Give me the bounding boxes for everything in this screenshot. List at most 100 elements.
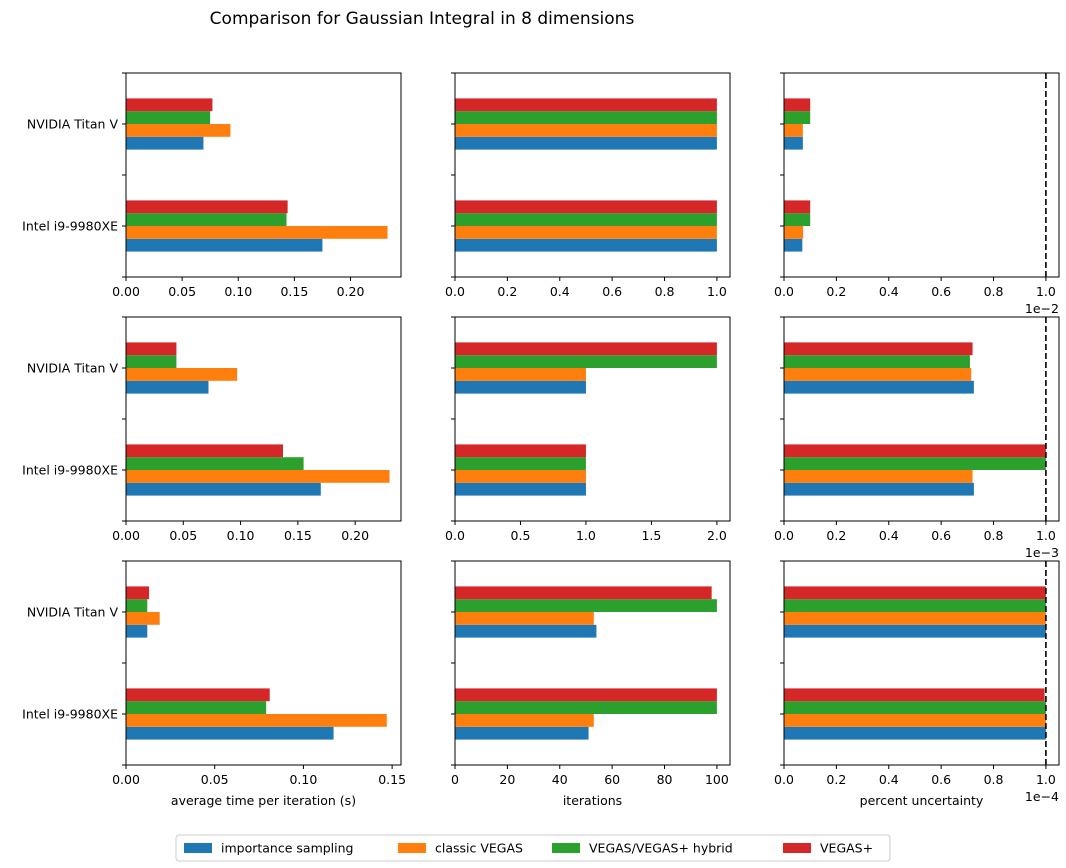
bar-importance-sampling-nvidia [126, 136, 204, 150]
bar-vegas--nvidia [784, 98, 811, 112]
x-tick-label: 100 [705, 772, 729, 787]
legend-swatch [552, 843, 580, 853]
bar-classic-vegas-nvidia [126, 124, 231, 137]
bar-vegas--nvidia [455, 98, 717, 112]
x-tick-label: 0.00 [112, 528, 140, 543]
bar-vegas-vegas-hybrid-intel [455, 701, 717, 714]
bar-vegas-vegas-hybrid-nvidia [455, 599, 717, 612]
bar-classic-vegas-intel [784, 226, 804, 239]
bar-vegas--intel [784, 688, 1045, 702]
bar-classic-vegas-intel [784, 470, 973, 483]
panel-1-1: Intel i9-9980XE NVIDIA Titan V 0.00 0.05 0.1… [22, 72, 402, 299]
x-tick-label: 1.0 [576, 528, 596, 543]
bar-vegas-vegas-hybrid-intel [784, 701, 1046, 714]
x-tick-label: 1.0 [1036, 772, 1056, 787]
bar-vegas-vegas-hybrid-intel [784, 213, 811, 226]
bar-vegas--nvidia [455, 586, 712, 600]
bar-classic-vegas-intel [784, 714, 1046, 727]
bar-importance-sampling-nvidia [455, 380, 586, 394]
x-tick-label: 1.0 [1036, 284, 1056, 299]
bar-importance-sampling-intel [784, 726, 1046, 740]
bar-vegas--nvidia [126, 342, 177, 356]
x-tick-label: 0.00 [112, 284, 140, 299]
bar-vegas-vegas-hybrid-intel [784, 457, 1046, 470]
x-tick-label: 0.05 [168, 284, 196, 299]
x-tick-label: 60 [604, 772, 620, 787]
legend-swatch [184, 843, 212, 853]
bar-classic-vegas-nvidia [126, 612, 160, 625]
bar-importance-sampling-nvidia [784, 624, 1046, 638]
x-tick-label: 0.20 [337, 284, 365, 299]
x-tick-label: 1.5 [641, 528, 661, 543]
x-tick-label: 0.8 [984, 528, 1004, 543]
panel-1-3: 0.0 0.2 0.4 0.6 0.8 1.0 1e−2 [774, 72, 1060, 316]
bar-vegas-vegas-hybrid-nvidia [126, 355, 177, 368]
bar-classic-vegas-nvidia [784, 612, 1046, 625]
bar-importance-sampling-intel [455, 726, 589, 740]
x-tick-label: 0.10 [289, 772, 317, 787]
x-tick-label: 0.0 [774, 528, 794, 543]
x-tick-label: 0.0 [774, 772, 794, 787]
x-tick-label: 0.6 [931, 772, 951, 787]
bar-vegas--nvidia [126, 98, 213, 112]
bar-classic-vegas-intel [455, 470, 586, 483]
bar-vegas-vegas-hybrid-intel [455, 213, 717, 226]
x-tick-label: 0.15 [280, 284, 308, 299]
x-tick-label: 0.05 [201, 772, 229, 787]
x-tick-label: 0.15 [284, 528, 312, 543]
x-tick-label: 0.00 [112, 772, 140, 787]
bar-vegas-vegas-hybrid-nvidia [126, 599, 148, 612]
x-tick-label: 0.4 [879, 772, 899, 787]
bar-vegas-vegas-hybrid-intel [126, 701, 267, 714]
bar-importance-sampling-intel [784, 482, 974, 496]
x-tick-label: 80 [657, 772, 673, 787]
bar-importance-sampling-intel [455, 238, 717, 252]
bar-vegas-vegas-hybrid-nvidia [455, 111, 717, 124]
x-tick-label: 0.4 [879, 284, 899, 299]
bar-classic-vegas-nvidia [455, 124, 717, 137]
x-tick-label: 0.6 [931, 284, 951, 299]
panel-3-1: Intel i9-9980XE NVIDIA Titan V 0.00 0.05 0.1… [22, 560, 406, 808]
y-tick-label: NVIDIA Titan V [27, 361, 119, 376]
legend-label: classic VEGAS [435, 841, 523, 856]
bar-vegas--intel [455, 444, 586, 458]
bar-vegas--nvidia [784, 586, 1046, 600]
x-tick-label: 0.6 [602, 284, 622, 299]
bar-vegas--nvidia [126, 586, 150, 600]
panel-1-2: 0.0 0.2 0.4 0.6 0.8 1.0 [445, 72, 731, 299]
x-tick-label: 20 [499, 772, 515, 787]
bar-vegas-vegas-hybrid-nvidia [784, 355, 970, 368]
y-tick-label: NVIDIA Titan V [27, 605, 119, 620]
x-tick-label: 0.2 [826, 528, 846, 543]
x-tick-label: 0.0 [445, 284, 465, 299]
bar-vegas--intel [455, 688, 717, 702]
bar-importance-sampling-nvidia [455, 136, 717, 150]
legend-frame [175, 834, 891, 862]
x-tick-label: 0.8 [655, 284, 675, 299]
y-tick-label: Intel i9-9980XE [22, 707, 118, 722]
x-tick-label: 0.05 [169, 528, 197, 543]
bar-importance-sampling-nvidia [784, 136, 803, 150]
x-tick-label: 0.4 [550, 284, 570, 299]
x-tick-label: 1.0 [1036, 528, 1056, 543]
bar-importance-sampling-nvidia [126, 380, 209, 394]
bar-importance-sampling-nvidia [126, 624, 148, 638]
bar-classic-vegas-intel [455, 714, 594, 727]
x-axis-label: average time per iteration (s) [171, 793, 356, 808]
bar-vegas-vegas-hybrid-nvidia [455, 355, 717, 368]
bar-vegas--nvidia [455, 342, 717, 356]
y-tick-label: Intel i9-9980XE [22, 219, 118, 234]
x-axis-label: iterations [563, 793, 622, 808]
bar-vegas--nvidia [784, 342, 973, 356]
bar-classic-vegas-nvidia [126, 368, 238, 381]
bar-importance-sampling-intel [126, 482, 321, 496]
bar-importance-sampling-intel [455, 482, 586, 496]
bar-vegas--intel [455, 200, 717, 214]
bar-vegas--intel [126, 688, 270, 702]
x-tick-label: 2.0 [707, 528, 727, 543]
legend-swatch [398, 843, 426, 853]
axis-offset-label: 1e−3 [1025, 545, 1059, 560]
bar-importance-sampling-nvidia [455, 624, 597, 638]
bar-importance-sampling-intel [126, 726, 334, 740]
panels-grid: Intel i9-9980XE NVIDIA Titan V 0.00 0.05 0.1… [22, 72, 1060, 808]
